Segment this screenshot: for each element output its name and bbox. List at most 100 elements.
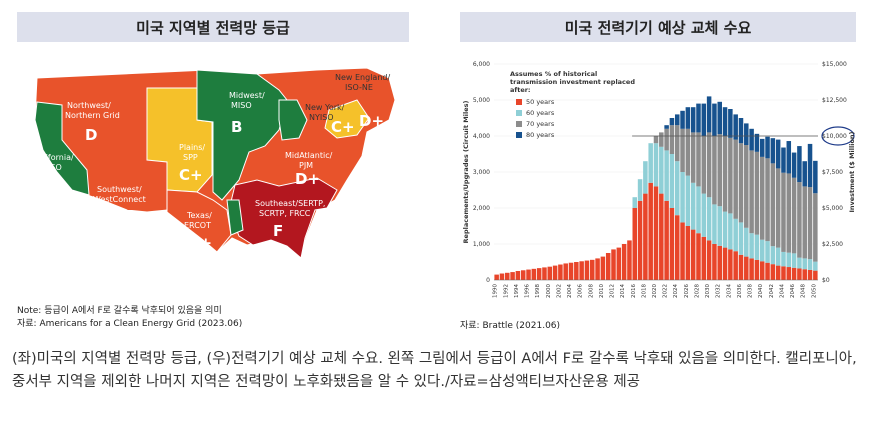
bar-segment (632, 197, 638, 208)
bar-segment (781, 147, 786, 173)
x-tick-label: 1994 (514, 284, 520, 298)
x-tick-label: 2038 (748, 284, 754, 298)
bar-segment (701, 136, 707, 194)
bar-segment (515, 271, 521, 280)
bar-segment (781, 172, 786, 252)
right-panel-title-text: 미국 전력기기 예상 교체 수요 (564, 18, 752, 37)
y2-axis-title: Investment ($ Million) (848, 131, 856, 212)
region-texas (166, 189, 232, 253)
bar-segment (696, 103, 701, 133)
bar-segment (531, 268, 537, 280)
x-tick-label: 2032 (716, 284, 722, 298)
replacement-demand-chart: 0 1,000 2,000 3,000 4,000 5,000 6,000 $0 $2,500 $… (462, 61, 856, 298)
x-tick-label: 2016 (631, 284, 637, 298)
bar-segment (738, 143, 744, 223)
x-tick-label: 2030 (705, 284, 711, 298)
bar-segment (568, 262, 574, 280)
label-midwest: Midwest/MISO (229, 91, 265, 110)
bar-segment (680, 128, 685, 172)
bar-segment (595, 258, 600, 280)
bar-segment (786, 267, 792, 280)
bar-segment (813, 160, 818, 194)
bar-segment (706, 197, 712, 241)
y-tick-label: 4,000 (473, 133, 490, 140)
bar-segment (791, 253, 797, 268)
bar-segment (664, 150, 669, 201)
bar-segment (770, 264, 776, 280)
right-panel-title: 미국 전력기기 예상 교체 수요 (460, 12, 856, 42)
x-tick-label: 2024 (673, 284, 679, 298)
bar-segment (690, 107, 696, 133)
bar-segment (744, 256, 749, 280)
y2-tick-label: $2,500 (822, 241, 843, 248)
bar-segment (802, 258, 807, 270)
bar-segment (749, 233, 754, 259)
y2-tick-label: $0 (822, 277, 830, 284)
bar-segment (680, 110, 685, 129)
region-louisiana-green (226, 199, 244, 236)
bar-segment (674, 215, 680, 280)
bar-segment (765, 262, 770, 280)
bar-segment (797, 182, 802, 258)
bar-segment (653, 186, 659, 280)
grade-southeast: F (273, 222, 283, 240)
x-tick-label: 2008 (588, 284, 594, 298)
y2-tick-label: $12,500 (822, 97, 847, 104)
bar-segment (733, 139, 738, 219)
bar-segment (770, 163, 776, 247)
bar-segment (744, 145, 749, 228)
legend-label: 70 years (526, 120, 555, 128)
bar-segment (738, 222, 744, 255)
bar-segment (499, 273, 505, 280)
bar-segment (611, 249, 616, 280)
bar-segment (696, 233, 701, 280)
label-southwest: Southwest/WestConnect (93, 185, 146, 204)
x-tick-label: 1992 (503, 284, 509, 298)
bar-segment (733, 114, 738, 140)
region-michigan (278, 99, 308, 141)
bar-segment (536, 268, 542, 280)
y-tick-label: 6,000 (473, 61, 490, 68)
bar-segment (802, 269, 807, 280)
x-tick-label: 2050 (811, 284, 817, 298)
bar-segment (685, 175, 691, 226)
bar-segment (765, 241, 770, 263)
bar-segment (696, 186, 701, 234)
bar-segment (659, 193, 664, 280)
bar-segment (717, 206, 722, 246)
legend-swatch (516, 132, 522, 138)
bar-segment (781, 251, 786, 267)
x-tick-label: 2036 (737, 284, 743, 298)
bar-segment (701, 193, 707, 237)
bar-segment (802, 161, 807, 187)
y2-tick-label: $10,000 (822, 133, 847, 140)
x-tick-label: 2044 (779, 284, 785, 298)
bar-segment (786, 252, 792, 268)
bar-segment (765, 158, 770, 242)
y-tick-label: 1,000 (473, 241, 490, 248)
bar-segment (674, 114, 680, 126)
bar-segment (759, 156, 765, 240)
grade-california: B (47, 178, 58, 196)
reference-highlight-circle (821, 126, 855, 146)
x-tick-label: 2040 (758, 284, 764, 298)
bar-segment (728, 109, 733, 138)
bar-segment (664, 200, 669, 280)
bar-segment (706, 132, 712, 198)
bar-segment (797, 146, 802, 183)
legend-swatch (516, 99, 522, 105)
bar-segment (712, 204, 717, 244)
bar-segment (674, 125, 680, 162)
bar-segment (542, 267, 547, 280)
bar-segment (584, 260, 590, 280)
bar-segment (621, 244, 627, 280)
bar-segment (558, 264, 563, 280)
legend-swatch (516, 121, 522, 127)
bar-segment (744, 227, 749, 257)
x-tick-label: 1990 (493, 284, 499, 298)
label-midatlantic: MidAtlantic/PJM (285, 151, 333, 170)
bar-segment (797, 257, 802, 269)
x-tick-label: 2046 (790, 284, 796, 298)
x-tick-label: 1998 (535, 284, 541, 298)
bar-segment (712, 103, 717, 136)
